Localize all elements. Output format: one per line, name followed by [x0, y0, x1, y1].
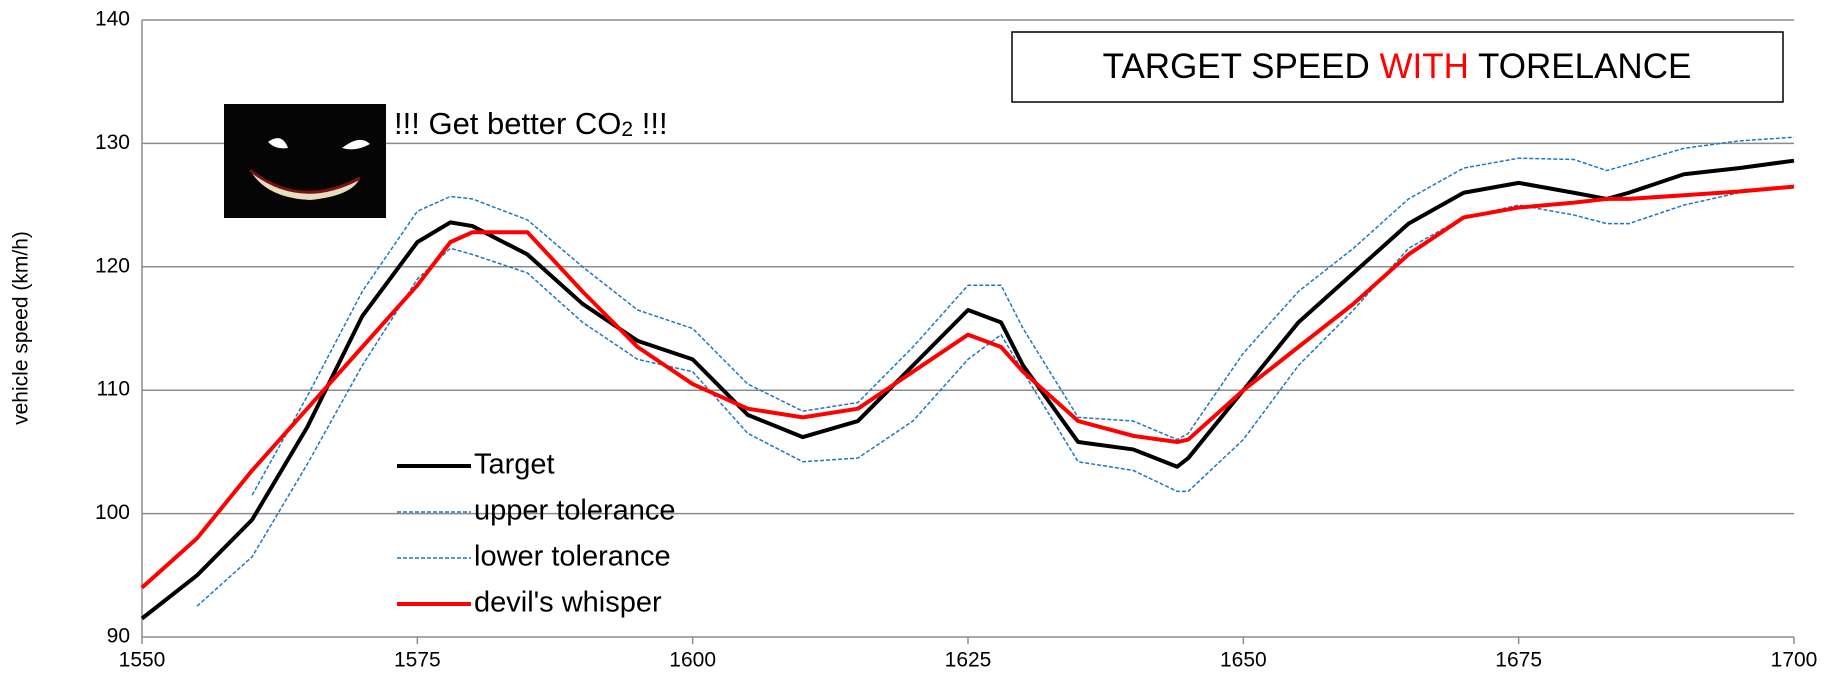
note-text: !!! [633, 106, 667, 141]
legend-label: upper tolerance [474, 495, 676, 527]
note-subscript: 2 [621, 118, 633, 141]
x-tick-label: 1550 [119, 649, 166, 672]
legend-label: lower tolerance [474, 541, 671, 573]
x-tick-label: 1675 [1495, 649, 1542, 672]
annotation-box [1011, 31, 1784, 103]
note-text: !!! Get better CO [394, 106, 621, 141]
annotation-box-text: TARGET SPEED WITH TORELANCE [1103, 47, 1692, 86]
plot: 90 100 110 120 130 140 1550 1575 1600 1625 1650 167… [95, 8, 1817, 672]
y-tick-label: 100 [95, 501, 130, 524]
legend-label: Target [474, 449, 555, 481]
x-tick-label: 1650 [1220, 649, 1267, 672]
devil-image [224, 104, 386, 218]
y-tick-label: 130 [95, 131, 130, 154]
series-line [140, 158, 1795, 621]
box-highlight: WITH [1380, 47, 1469, 86]
y-axis-label: vehicle speed (km/h) [10, 231, 33, 425]
x-tick-label: 1700 [1771, 649, 1818, 672]
y-tick-label: 120 [95, 254, 130, 277]
box-text: TARGET SPEED [1103, 47, 1380, 86]
series-line [140, 184, 1795, 590]
y-tick-label: 90 [107, 625, 130, 648]
x-tick-label: 1625 [945, 649, 992, 672]
y-tick-label: 140 [95, 8, 130, 31]
x-tick-label: 1600 [669, 649, 716, 672]
series-line [251, 136, 1795, 496]
x-tick-label: 1575 [394, 649, 441, 672]
box-text: TORELANCE [1469, 47, 1691, 86]
legend-label: devil's whisper [474, 587, 662, 619]
annotation-note: !!! Get better CO2 !!! [394, 106, 668, 141]
series-line [196, 185, 1795, 607]
y-tick-label: 110 [97, 378, 130, 401]
